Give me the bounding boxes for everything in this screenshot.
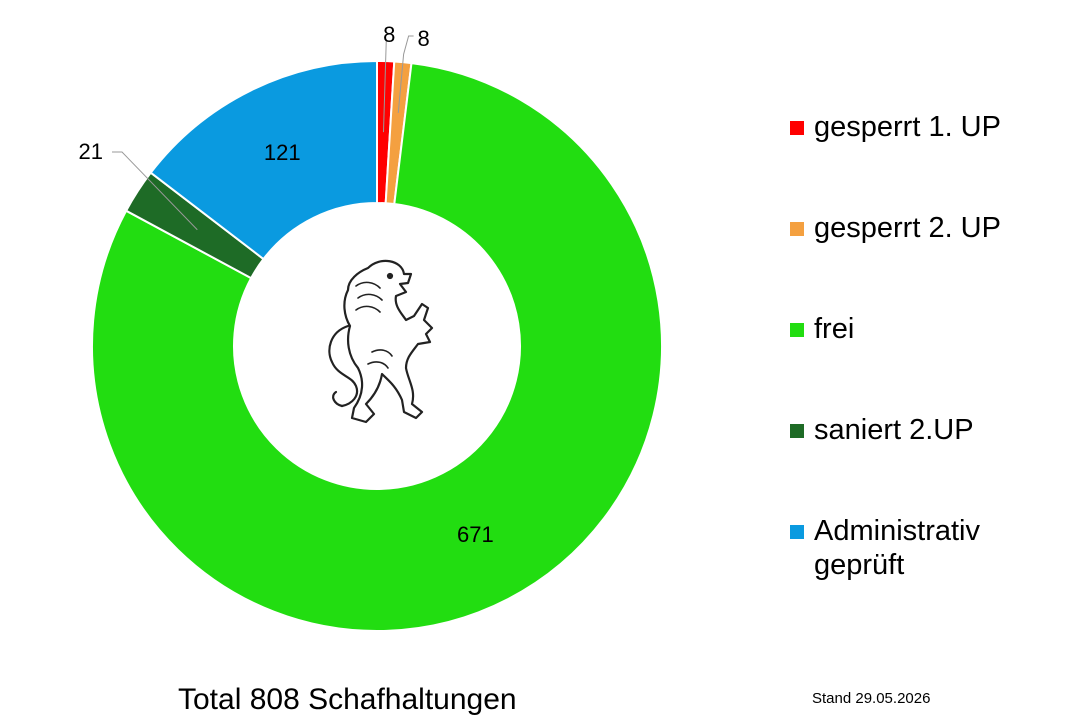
data-label-saniert-2-up: 21 [79, 139, 103, 164]
legend-swatch [790, 222, 804, 236]
donut-slices [91, 59, 663, 632]
lion-crest-icon [328, 259, 434, 424]
date-stamp: Stand 29.05.2026 [812, 690, 931, 707]
slice-administrativ-gepr-ft [149, 59, 378, 261]
legend-item-gesperrt-1-up: gesperrt 1. UP [790, 110, 1034, 144]
data-label-frei: 671 [457, 522, 494, 547]
leader-line-gesperrt-1-up [382, 41, 387, 133]
legend-label: frei [814, 313, 855, 345]
legend-swatch [790, 121, 804, 135]
data-labels: 8 8 671 21 121 [79, 22, 494, 547]
legend-swatch [790, 323, 804, 337]
legend-item-administrativ-geprueft: Administrativ geprüft [790, 514, 1034, 582]
legend-label: saniert 2.UP [814, 414, 974, 446]
legend-item-frei: frei [790, 312, 1034, 346]
data-label-gesperrt-2-up: 8 [417, 26, 429, 51]
slice-frei [91, 61, 663, 632]
legend-label: gesperrt 1. UP [814, 111, 1001, 143]
data-label-gesperrt-1-up: 8 [383, 22, 395, 47]
legend-swatch [790, 424, 804, 438]
legend-swatch [790, 525, 804, 539]
leader-lines [112, 35, 414, 231]
data-label-administrativ-gepr-ft: 121 [264, 140, 301, 165]
legend-label: Administrativ geprüft [814, 515, 980, 581]
chart-caption: Total 808 Schafhaltungen [178, 683, 517, 716]
leader-line-saniert-2-up [112, 151, 198, 231]
legend-item-gesperrt-2-up: gesperrt 2. UP [790, 211, 1034, 245]
donut-chart: 8 8 671 21 121 [79, 22, 663, 632]
legend-item-saniert-2-up: saniert 2.UP [790, 413, 1034, 447]
leader-line-gesperrt-2-up [397, 35, 414, 114]
legend-label: gesperrt 2. UP [814, 212, 1001, 244]
